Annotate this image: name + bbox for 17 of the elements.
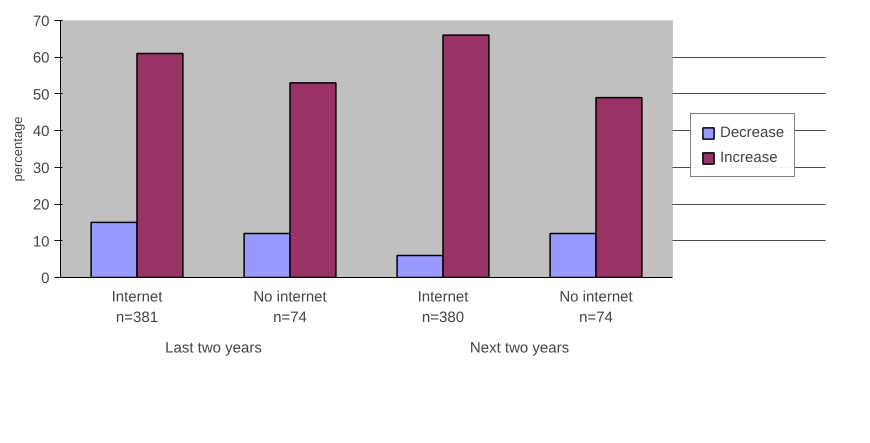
- y-tick-label: 20: [32, 196, 50, 214]
- legend-label: Decrease: [720, 124, 784, 141]
- y-tick-label: 10: [32, 233, 50, 250]
- x-tick-label: Internet n=381: [112, 288, 164, 326]
- text: Next two years: [470, 340, 570, 356]
- x-tick-label: No internet n=74: [253, 288, 328, 326]
- y-tick-label: 70: [32, 13, 50, 30]
- y-axis-title: percentage: [10, 116, 25, 182]
- x-tick-label: No internet n=74: [559, 288, 634, 326]
- y-tick-label: 40: [32, 123, 50, 140]
- text: Last two years: [165, 340, 262, 356]
- y-tick-label: 30: [32, 160, 50, 177]
- y-tick-label: 50: [32, 86, 50, 104]
- x-tick-label: Internet n=380: [418, 288, 470, 326]
- y-tick-label: 0: [41, 270, 50, 287]
- y-tick-label: 60: [32, 50, 50, 67]
- legend-label: Increase: [720, 149, 778, 166]
